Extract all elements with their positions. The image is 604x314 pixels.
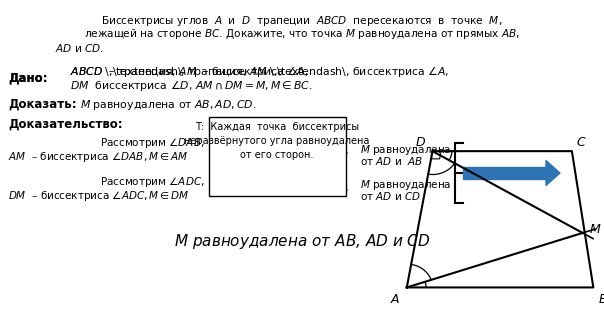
Text: $D$: $D$ (415, 136, 426, 149)
Text: Дано:: Дано: (8, 72, 48, 85)
Polygon shape (334, 149, 348, 158)
Text: $DM$  – биссектриса $\angle ADC, M \in DM$: $DM$ – биссектриса $\angle ADC, M \in DM… (8, 189, 190, 203)
Text: $M$ равноудалена: $M$ равноудалена (360, 143, 451, 157)
Text: $B$: $B$ (597, 293, 604, 306)
Polygon shape (546, 160, 560, 186)
Text: $M$: $M$ (589, 223, 602, 236)
Text: $C$: $C$ (576, 136, 587, 149)
Text: $M$ равноудалена: $M$ равноудалена (360, 178, 451, 192)
Text: $M$ равноудалена от $AB$, $AD$ и $CD$: $M$ равноудалена от $AB$, $AD$ и $CD$ (174, 232, 430, 251)
Text: лежащей на стороне $BC$. Докажите, что точка $M$ равноудалена от прямых $AB$,: лежащей на стороне $BC$. Докажите, что т… (84, 28, 520, 41)
Text: $ABCD$  – трапеция, $AM$  – биссектриса $\angle A$,: $ABCD$ – трапеция, $AM$ – биссектриса $\… (70, 64, 309, 79)
Text: Рассмотрим $\angle ADC$,: Рассмотрим $\angle ADC$, (100, 175, 205, 189)
Text: от $AD$ и  $AB$: от $AD$ и $AB$ (360, 155, 423, 167)
Polygon shape (213, 188, 334, 192)
Text: Рассмотрим $\angle DAB$,: Рассмотрим $\angle DAB$, (100, 136, 205, 150)
Text: Т:  Каждая  точка  биссектрисы
неразвёрнутого угла равноудалена
от его сторон.: Т: Каждая точка биссектрисы неразвёрнуто… (184, 122, 370, 160)
Text: Доказательство:: Доказательство: (8, 118, 123, 131)
Polygon shape (463, 167, 546, 179)
FancyBboxPatch shape (209, 117, 346, 196)
Text: Доказать:: Доказать: (8, 98, 77, 111)
Text: Биссектрисы углов  $A$  и  $D$  трапеции  $ABCD$  пересекаются  в  точке  $M$,: Биссектрисы углов $A$ и $D$ трапеции $AB… (101, 14, 503, 28)
Text: $A$: $A$ (390, 293, 400, 306)
Text: $ABCD$ \,\textendash\, трапеция, $AM$ \,\textendash\, биссектриса $\angle A$,: $ABCD$ \,\textendash\, трапеция, $AM$ \,… (70, 64, 449, 79)
Text: $DM$  биссектриса $\angle D$, $AM \cap DM = M, M \in BC$.: $DM$ биссектриса $\angle D$, $AM \cap DM… (70, 78, 313, 93)
Text: $AM$  – биссектриса $\angle DAB, M \in AM$: $AM$ – биссектриса $\angle DAB, M \in AM… (8, 150, 188, 164)
Polygon shape (334, 186, 348, 194)
Text: $AD$ и $CD$.: $AD$ и $CD$. (55, 42, 104, 54)
Text: от $AD$ и $CD$: от $AD$ и $CD$ (360, 190, 421, 202)
Polygon shape (213, 151, 334, 155)
Text: $M$ равноудалена от $AB, AD, CD$.: $M$ равноудалена от $AB, AD, CD$. (80, 98, 257, 112)
Text: Дано:: Дано: (8, 72, 48, 85)
